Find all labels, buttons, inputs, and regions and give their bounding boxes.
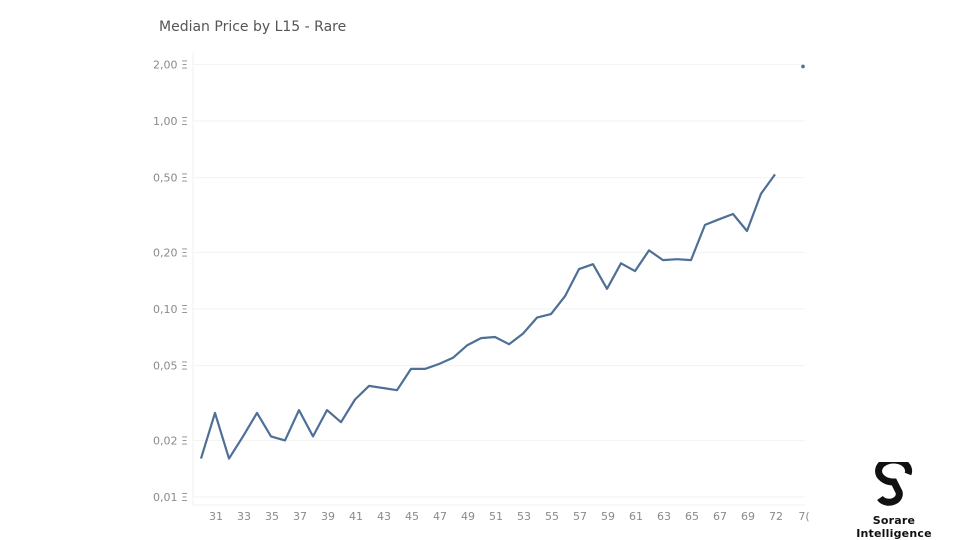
y-tick-label: 0,20 Ξ — [153, 246, 188, 259]
x-tick-label: 67 — [713, 510, 727, 523]
x-tick-label: 33 — [237, 510, 251, 523]
x-axis: 31 33 35 37 39 41 43 45 47 49 51 53 55 57 59 61 63 65 67 69… — [209, 510, 810, 523]
x-tick-label: 31 — [209, 510, 223, 523]
x-tick-label: 39 — [321, 510, 335, 523]
x-tick-label: 57 — [573, 510, 587, 523]
x-tick-label: 63 — [657, 510, 671, 523]
gridlines — [192, 52, 805, 506]
y-tick-label: 0,10 Ξ — [153, 303, 188, 316]
brand-name: Sorare Intelligence — [856, 514, 932, 540]
x-tick-label: 61 — [629, 510, 643, 523]
sorare-s-logo-icon — [875, 462, 913, 506]
x-tick-label: 49 — [461, 510, 475, 523]
data-point — [801, 64, 805, 69]
series-line-group — [201, 64, 805, 459]
y-tick-label: 1,00 Ξ — [153, 115, 188, 128]
series-line — [201, 67, 803, 459]
x-tick-label: 53 — [517, 510, 531, 523]
x-tick-label: 55 — [545, 510, 559, 523]
x-tick-label: 7( — [798, 510, 809, 523]
x-tick-label: 72 — [769, 510, 783, 523]
y-tick-label: 0,01 Ξ — [153, 491, 188, 504]
x-tick-label: 65 — [685, 510, 699, 523]
x-tick-label: 43 — [377, 510, 391, 523]
x-tick-label: 35 — [265, 510, 279, 523]
sorare-intelligence-logo: Sorare Intelligence — [836, 462, 952, 540]
x-tick-label: 59 — [601, 510, 615, 523]
x-tick-label: 37 — [293, 510, 307, 523]
x-tick-label: 47 — [433, 510, 447, 523]
y-tick-label: 0,02 Ξ — [153, 434, 188, 447]
x-tick-label: 69 — [741, 510, 755, 523]
x-tick-label: 51 — [489, 510, 503, 523]
chart-title: Median Price by L15 - Rare — [159, 19, 347, 35]
x-tick-label: 41 — [349, 510, 363, 523]
y-tick-label: 2,00 Ξ — [153, 58, 188, 71]
x-tick-label: 45 — [405, 510, 419, 523]
y-tick-label: 0,50 Ξ — [153, 172, 188, 185]
y-axis: 0,01 Ξ 0,02 Ξ 0,05 Ξ 0,10 Ξ 0,20 Ξ 0,50 Ξ 1,00… — [153, 58, 188, 504]
y-tick-label: 0,05 Ξ — [153, 360, 188, 373]
